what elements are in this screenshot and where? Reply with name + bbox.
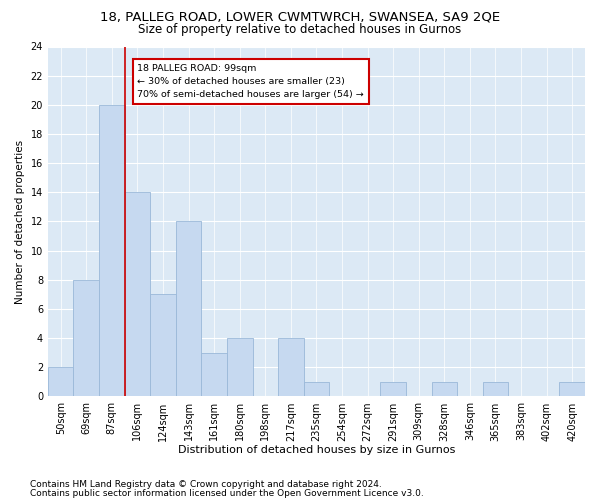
Bar <box>304 382 329 396</box>
Bar <box>48 368 73 396</box>
Bar <box>227 338 253 396</box>
Bar <box>73 280 99 396</box>
Bar <box>431 382 457 396</box>
Bar <box>380 382 406 396</box>
Bar <box>278 338 304 396</box>
Text: Contains public sector information licensed under the Open Government Licence v3: Contains public sector information licen… <box>30 490 424 498</box>
Text: Contains HM Land Registry data © Crown copyright and database right 2024.: Contains HM Land Registry data © Crown c… <box>30 480 382 489</box>
Bar <box>125 192 150 396</box>
Text: 18 PALLEG ROAD: 99sqm
← 30% of detached houses are smaller (23)
70% of semi-deta: 18 PALLEG ROAD: 99sqm ← 30% of detached … <box>137 64 364 100</box>
Text: Size of property relative to detached houses in Gurnos: Size of property relative to detached ho… <box>139 22 461 36</box>
Bar <box>176 222 202 396</box>
Bar <box>99 105 125 397</box>
Bar <box>150 294 176 396</box>
Bar <box>559 382 585 396</box>
Bar <box>482 382 508 396</box>
Text: 18, PALLEG ROAD, LOWER CWMTWRCH, SWANSEA, SA9 2QE: 18, PALLEG ROAD, LOWER CWMTWRCH, SWANSEA… <box>100 10 500 23</box>
X-axis label: Distribution of detached houses by size in Gurnos: Distribution of detached houses by size … <box>178 445 455 455</box>
Bar <box>202 352 227 397</box>
Y-axis label: Number of detached properties: Number of detached properties <box>15 140 25 304</box>
